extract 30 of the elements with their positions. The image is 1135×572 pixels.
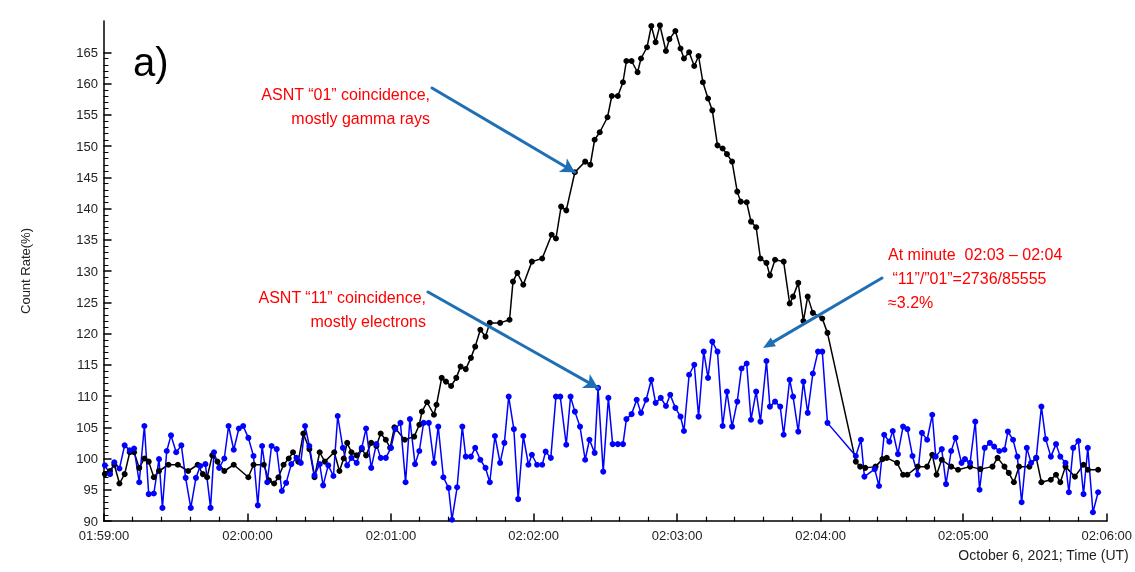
y-tick-label: 95 bbox=[83, 482, 98, 498]
y-tick-label: 90 bbox=[83, 513, 98, 529]
x-axis-title: October 6, 2021; Time (UT) bbox=[958, 547, 1129, 563]
y-tick-label: 155 bbox=[76, 107, 98, 123]
x-tick-label: 02:06:00 bbox=[1081, 528, 1132, 543]
annotation: At minute 02:03 – 02:04 “11”/”01”=2736/85555 ≈3.2% bbox=[888, 245, 1063, 311]
y-tick-label: 150 bbox=[76, 138, 98, 154]
x-tick-label: 02:04:00 bbox=[795, 528, 846, 543]
annotation: ASNT “01” coincidence, mostly gamma rays bbox=[261, 85, 430, 127]
x-tick-label: 02:03:00 bbox=[651, 528, 703, 543]
y-tick-label: 145 bbox=[76, 169, 98, 185]
y-tick-label: 165 bbox=[76, 44, 98, 60]
x-tick-label: 02:01:00 bbox=[365, 528, 417, 543]
y-tick-label: 160 bbox=[76, 76, 98, 91]
y-tick-label: 120 bbox=[76, 326, 98, 341]
y-tick-label: 110 bbox=[77, 388, 98, 404]
y-tick-label: 100 bbox=[76, 451, 98, 466]
y-tick-label: 130 bbox=[76, 263, 98, 279]
y-tick-label: 105 bbox=[76, 419, 98, 435]
x-tick-label: 02:05:00 bbox=[937, 528, 989, 543]
annotation: ASNT “11” coincidence, mostly electrons bbox=[258, 289, 426, 331]
y-axis-title: Count Rate(%) bbox=[18, 228, 33, 314]
x-tick-label: 02:02:00 bbox=[508, 528, 559, 543]
x-tick-label: 02:00:00 bbox=[222, 528, 273, 543]
y-tick-label: 140 bbox=[76, 201, 98, 216]
y-tick-label: 135 bbox=[76, 232, 98, 248]
annotation: a) bbox=[133, 40, 169, 84]
y-tick-label: 115 bbox=[77, 357, 98, 373]
y-tick-label: 125 bbox=[76, 294, 98, 310]
x-tick-label: 01:59:00 bbox=[78, 528, 130, 543]
